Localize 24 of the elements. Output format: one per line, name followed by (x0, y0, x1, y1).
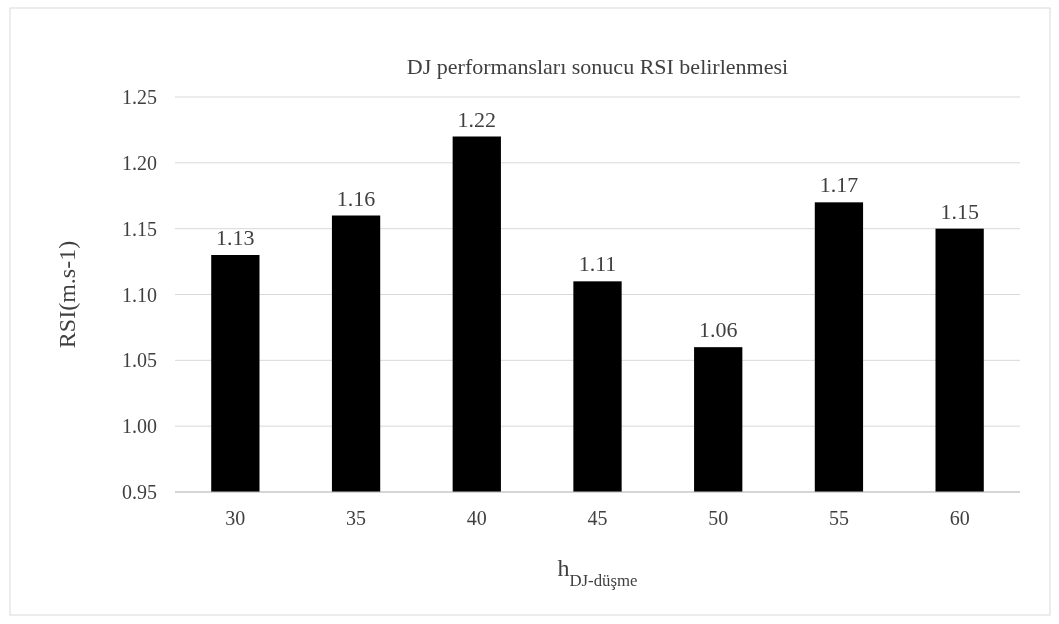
data-label: 1.15 (940, 198, 979, 224)
y-tick-label: 1.10 (122, 283, 157, 306)
data-label: 1.11 (578, 251, 617, 277)
x-tick-label: 50 (708, 507, 729, 529)
data-label: 1.13 (216, 225, 255, 250)
y-tick-label: 1.25 (122, 86, 157, 108)
x-tick-label: 40 (466, 507, 487, 529)
data-label: 1.17 (819, 172, 859, 198)
data-label: 1.16 (336, 185, 376, 211)
y-tick-label: 1.00 (122, 415, 157, 438)
y-tick-label: 1.20 (122, 151, 157, 174)
x-tick-label: 60 (949, 507, 970, 529)
chart-title: DJ performansları sonucu RSI belirlenmesi (406, 54, 789, 79)
data-label: 1.22 (457, 106, 497, 132)
data-label: 1.06 (698, 317, 738, 343)
x-tick-label: 30 (225, 507, 246, 529)
y-axis-title: RSI(m.s-1) (54, 240, 80, 349)
x-axis-title: h$_{DJ-düşme}$ (557, 555, 638, 590)
x-tick-label: 35 (346, 507, 367, 529)
x-tick-label: 55 (828, 507, 849, 529)
y-tick-label: 1.05 (122, 349, 157, 372)
y-tick-label: 1.15 (122, 217, 157, 240)
x-tick-label: 45 (587, 507, 608, 529)
y-tick-label: 0.95 (122, 481, 157, 503)
